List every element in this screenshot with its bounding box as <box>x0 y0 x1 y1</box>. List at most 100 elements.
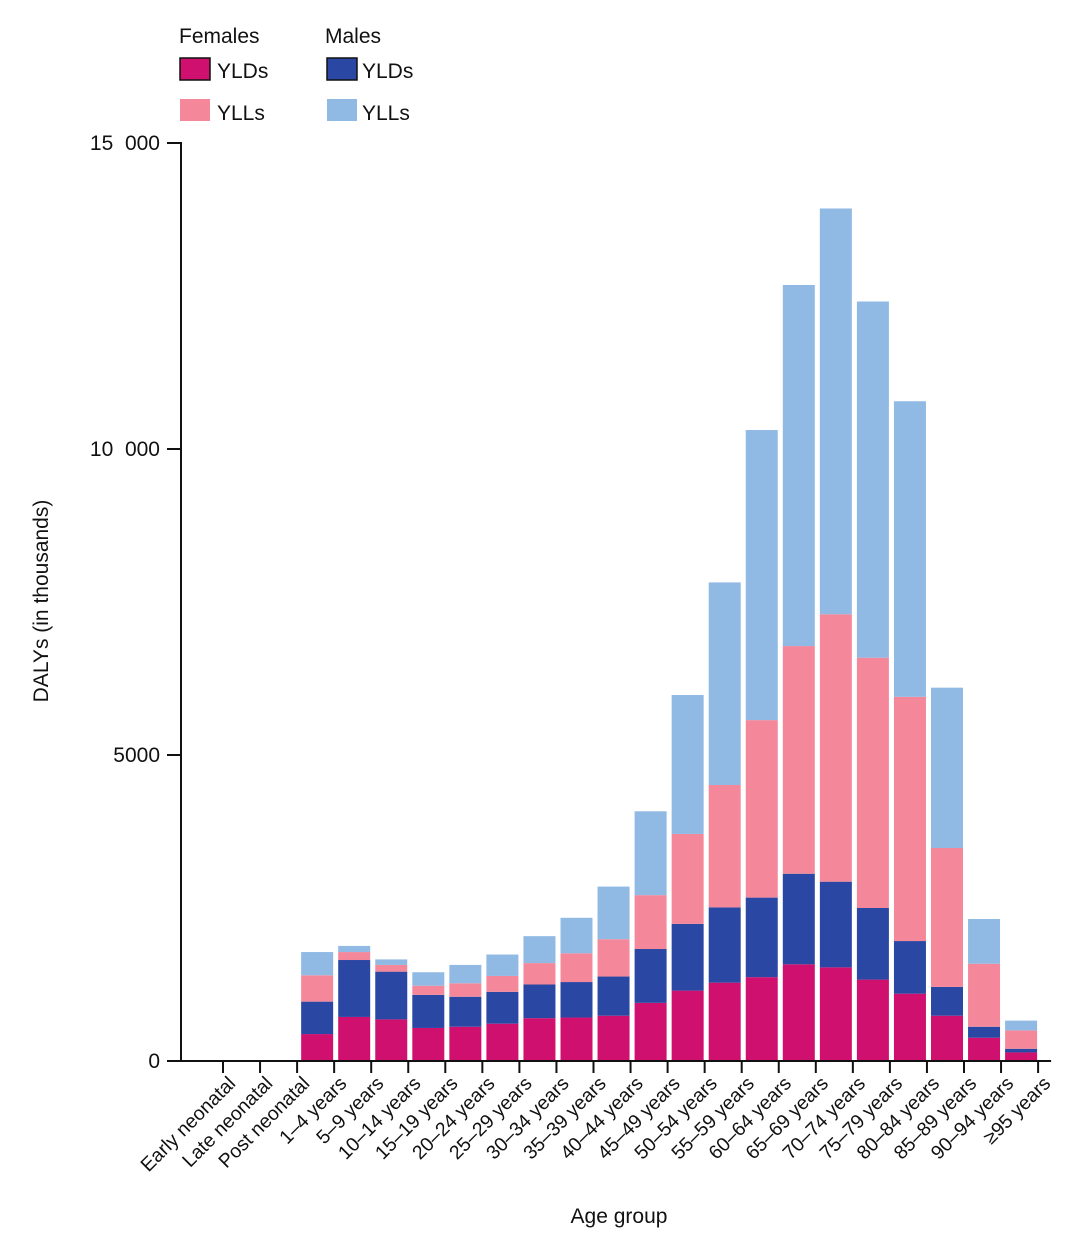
y-tick-label: 10 000 <box>90 438 160 461</box>
bar-segment <box>671 923 704 991</box>
bar-segment <box>745 720 778 898</box>
bar-segment <box>1005 1048 1038 1053</box>
legend-swatch <box>327 99 357 121</box>
bar-segment <box>412 994 445 1028</box>
bar-segment <box>523 963 556 985</box>
bar-segment <box>301 975 334 1002</box>
bar-segment <box>968 963 1001 1027</box>
bar-segment <box>931 1015 963 1061</box>
bar-segment <box>708 982 741 1061</box>
bar-segment <box>708 784 741 908</box>
legend-swatch <box>326 57 358 81</box>
bar-segment <box>449 1026 482 1061</box>
bar-segment <box>1005 1030 1038 1049</box>
bar-segment <box>412 972 445 986</box>
bar-segment <box>338 1016 371 1061</box>
bar-segment <box>486 991 519 1024</box>
bar-segment <box>634 1002 667 1061</box>
bar-segment <box>671 833 704 924</box>
bar-segment <box>745 897 778 978</box>
bar-segment <box>856 908 889 980</box>
bar-segment <box>1005 1020 1038 1031</box>
bar-segment <box>486 954 519 976</box>
bar-segment <box>819 614 852 882</box>
bar-segment <box>634 895 667 950</box>
bar-segment <box>708 907 741 983</box>
bar-segment <box>449 964 482 984</box>
bar-segment <box>634 811 667 896</box>
bar-segment <box>856 657 889 908</box>
bar-segment <box>745 430 778 721</box>
bar-segment <box>671 695 704 834</box>
bar-segment <box>375 1019 408 1061</box>
bar-segment <box>486 1023 519 1061</box>
legend: Females YLDs YLLs Males YLDs YLLs <box>179 25 413 125</box>
bar-segment <box>819 881 852 968</box>
legend-entry-label: YLLs <box>217 102 265 125</box>
bar-segment <box>931 848 963 987</box>
bar-segment <box>301 1001 334 1035</box>
bar-segment <box>893 696 926 942</box>
bars <box>301 208 1038 1061</box>
bar-segment <box>486 975 519 992</box>
bar-segment <box>893 993 926 1061</box>
bar-segment <box>782 964 815 1061</box>
bar-segment <box>375 971 408 1020</box>
bar-segment <box>856 979 889 1061</box>
bar-segment <box>560 917 593 954</box>
legend-entry-label: YLDs <box>217 60 268 83</box>
bar-segment <box>412 1027 445 1061</box>
bar-segment <box>708 582 741 785</box>
bar-segment <box>968 919 1001 964</box>
bar-segment <box>819 208 852 615</box>
bar-segment <box>782 284 815 647</box>
bar-segment <box>375 964 408 972</box>
bar-segment <box>931 687 963 849</box>
bar-segment <box>893 941 926 994</box>
y-tick-label: 5000 <box>113 744 160 767</box>
bar-segment <box>1005 1052 1038 1061</box>
bar-segment <box>782 646 815 874</box>
y-tick-label: 0 <box>148 1050 160 1073</box>
bar-segment <box>597 886 630 940</box>
bar-segment <box>968 1026 1001 1038</box>
y-axis: 0 5000 10 000 15 000 <box>90 132 182 1073</box>
bar-segment <box>931 986 963 1016</box>
bar-segment <box>375 959 408 965</box>
bar-segment <box>301 1034 334 1061</box>
bar-segment <box>634 949 667 1003</box>
bar-segment <box>856 301 889 658</box>
bar-segment <box>560 1017 593 1061</box>
bar-segment <box>671 990 704 1061</box>
bar-segment <box>819 967 852 1061</box>
bar-segment <box>338 960 371 1017</box>
bar-segment <box>597 939 630 977</box>
bar-segment <box>745 977 778 1061</box>
bar-segment <box>449 996 482 1027</box>
x-axis-label: Age group <box>571 1205 668 1228</box>
bar-segment <box>597 976 630 1016</box>
bar-segment <box>338 952 371 961</box>
bar-segment <box>968 1037 1001 1061</box>
bar-segment <box>412 985 445 995</box>
bar-segment <box>449 983 482 997</box>
y-axis-label: DALYs (in thousands) <box>30 500 53 703</box>
bar-segment <box>301 952 334 976</box>
legend-group-title: Females <box>179 25 260 48</box>
bar-segment <box>782 873 815 965</box>
legend-entry-label: YLLs <box>362 102 410 125</box>
bar-segment <box>523 984 556 1019</box>
legend-entry-label: YLDs <box>362 60 413 83</box>
bar-segment <box>523 936 556 964</box>
bar-segment <box>893 401 926 697</box>
bar-segment <box>597 1015 630 1061</box>
legend-swatch <box>180 99 210 121</box>
bar-segment <box>560 953 593 983</box>
legend-swatch <box>179 57 211 81</box>
legend-group-title: Males <box>325 25 381 48</box>
bar-segment <box>560 982 593 1018</box>
y-tick-label: 15 000 <box>90 132 160 155</box>
bar-segment <box>523 1018 556 1061</box>
